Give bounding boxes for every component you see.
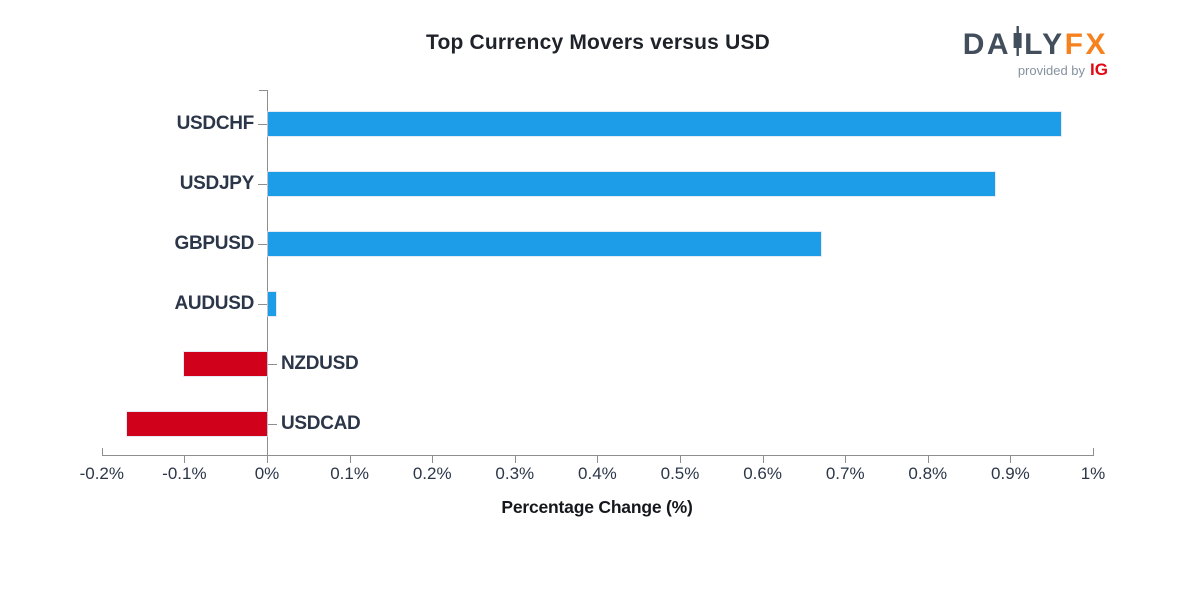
x-axis-tick	[845, 455, 847, 463]
x-tick-label-0%: 0%	[254, 464, 280, 483]
category-label-audusd: AUDUSD	[174, 293, 255, 314]
bar-audusd	[268, 292, 277, 316]
bar-gbpusd	[268, 232, 822, 256]
category-label-usdchf: USDCHF	[176, 113, 255, 134]
y-axis-endcap	[259, 90, 267, 91]
x-tick-label-0.6%: 0.6%	[743, 464, 782, 483]
x-tick-label-0.8%: 0.8%	[908, 464, 948, 483]
x-tick-label-1%: 1%	[1080, 464, 1106, 483]
x-tick-label--0.2%: -0.2%	[79, 464, 125, 483]
category-tick-usdchf	[258, 124, 267, 125]
chart-title: Top Currency Movers versus USD	[425, 31, 771, 54]
provided-by-text: provided by	[1017, 63, 1086, 78]
x-axis-tick	[597, 455, 599, 463]
x-axis-tick	[680, 455, 681, 463]
x-tick-label-0.7%: 0.7%	[825, 464, 865, 483]
x-tick-label-0.5%: 0.5%	[660, 464, 700, 483]
x-axis-tick	[514, 455, 516, 463]
category-label-gbpusd: GBPUSD	[174, 233, 255, 254]
x-tick-label-0.4%: 0.4%	[578, 464, 617, 483]
x-axis-tick	[349, 455, 351, 463]
category-tick-nzdusd	[268, 364, 277, 365]
logo-text-da: DA	[962, 28, 1012, 61]
dailyfx-wordmark: DA LYFX	[963, 26, 1108, 61]
x-tick-label-0.2%: 0.2%	[412, 464, 452, 483]
x-axis-tick	[927, 455, 929, 463]
x-axis-endcap	[1093, 448, 1094, 455]
candlestick-icon	[1011, 26, 1024, 61]
x-axis-tick	[762, 455, 764, 463]
ig-logo: IG	[1090, 60, 1108, 79]
category-tick-usdcad	[268, 424, 277, 425]
x-tick-label--0.1%: -0.1%	[162, 464, 207, 483]
logo-provided-by: provided by IG	[963, 60, 1108, 79]
x-axis-tick	[432, 455, 434, 463]
bar-nzdusd	[184, 352, 267, 376]
category-label-nzdusd: NZDUSD	[281, 353, 359, 374]
logo-text-fx: FX	[1064, 28, 1108, 61]
bar-usdcad	[126, 412, 267, 436]
x-axis-tick	[184, 455, 186, 463]
dailyfx-logo: DA LYFX provided by IG	[963, 26, 1108, 79]
category-tick-usdjpy	[258, 184, 267, 185]
x-tick-label-0.3%: 0.3%	[495, 464, 535, 483]
bar-usdchf	[268, 112, 1061, 136]
category-label-usdjpy: USDJPY	[179, 173, 255, 194]
category-tick-gbpusd	[258, 244, 267, 245]
x-tick-label-0.9%: 0.9%	[991, 464, 1030, 483]
x-tick-label-0.1%: 0.1%	[330, 464, 369, 483]
category-label-usdcad: USDCAD	[281, 413, 361, 434]
x-axis-title: Percentage Change (%)	[501, 497, 693, 517]
category-tick-audusd	[258, 304, 267, 305]
logo-text-ly: LY	[1024, 28, 1065, 61]
bar-usdjpy	[268, 172, 995, 196]
x-axis-tick	[1010, 455, 1012, 463]
x-axis-tick	[267, 455, 268, 463]
y-axis-line	[267, 90, 268, 455]
x-axis-endcap	[101, 448, 103, 455]
